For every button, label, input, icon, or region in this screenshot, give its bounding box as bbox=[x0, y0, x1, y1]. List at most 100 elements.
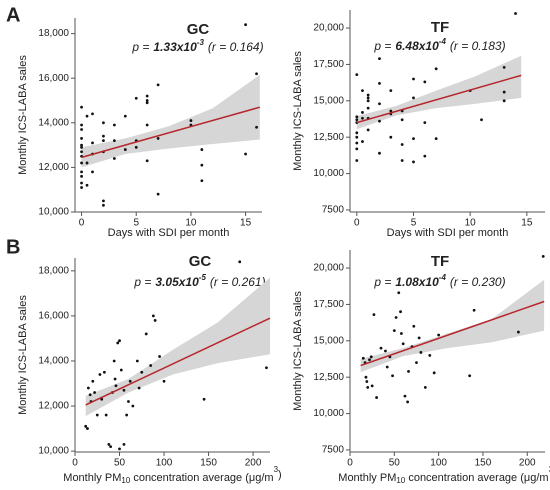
data-point bbox=[437, 333, 441, 337]
confidence-band bbox=[81, 74, 260, 168]
y-tick-label: 10,000 bbox=[38, 446, 69, 457]
r-text: (r = 0.183) bbox=[450, 39, 506, 53]
data-point bbox=[156, 192, 160, 196]
data-point bbox=[98, 373, 102, 376]
data-point bbox=[400, 143, 404, 146]
y-tick-label: 15,000 bbox=[313, 95, 344, 106]
p-label: p = bbox=[133, 275, 151, 289]
x-tick-label: 5 bbox=[133, 218, 139, 229]
data-point bbox=[423, 154, 427, 158]
data-point bbox=[156, 83, 160, 87]
data-point bbox=[385, 365, 389, 369]
data-point bbox=[137, 386, 141, 390]
data-point bbox=[102, 199, 105, 203]
data-point bbox=[85, 114, 89, 118]
y-tick-label: 12,500 bbox=[313, 372, 344, 383]
y-tick-label: 10,000 bbox=[313, 408, 344, 419]
x-label-part: Monthly PM bbox=[338, 472, 396, 484]
data-point bbox=[128, 379, 132, 383]
y-axis-label: Monthly ICS-LABA sales bbox=[292, 51, 304, 171]
data-point bbox=[389, 109, 393, 113]
data-point bbox=[379, 346, 383, 350]
x-tick-label: 200 bbox=[245, 458, 262, 469]
data-point bbox=[412, 160, 415, 164]
annotation: p = 1.33x10-3 (r = 0.164) bbox=[131, 38, 263, 54]
data-point bbox=[109, 445, 113, 448]
data-point bbox=[355, 135, 359, 139]
data-point bbox=[403, 394, 407, 398]
r-text: (r = 0.164) bbox=[208, 40, 264, 54]
data-point bbox=[419, 351, 423, 354]
data-point bbox=[468, 374, 472, 378]
data-point bbox=[366, 99, 370, 103]
data-point bbox=[255, 72, 258, 76]
y-tick-label: 7500 bbox=[322, 205, 345, 216]
x-tick-label: 0 bbox=[79, 218, 85, 229]
x-axis-label: Monthly PM10 concentration average (μg/m… bbox=[63, 465, 281, 485]
data-point bbox=[86, 386, 90, 390]
data-point bbox=[102, 139, 105, 143]
data-point bbox=[255, 125, 258, 129]
fit-line bbox=[360, 300, 545, 367]
data-point bbox=[423, 121, 427, 125]
data-point bbox=[119, 368, 123, 372]
data-point bbox=[401, 342, 405, 346]
p-mantissa: 1.08x10 bbox=[395, 275, 439, 289]
x-tick-label: 100 bbox=[430, 458, 447, 469]
data-point bbox=[80, 186, 83, 189]
x-tick-label: 0 bbox=[354, 218, 360, 229]
data-point bbox=[378, 119, 381, 123]
data-point bbox=[400, 118, 404, 122]
y-tick-label: 12,500 bbox=[313, 132, 344, 143]
data-point bbox=[400, 159, 404, 162]
y-tick-label: 12,000 bbox=[38, 162, 69, 173]
data-point bbox=[415, 361, 418, 365]
data-point bbox=[472, 308, 476, 312]
p-mantissa: 6.48x10 bbox=[395, 39, 439, 53]
data-point bbox=[123, 114, 127, 118]
y-tick-label: 20,000 bbox=[313, 263, 344, 274]
data-point bbox=[107, 442, 111, 446]
data-point bbox=[517, 330, 520, 334]
data-point bbox=[502, 90, 506, 94]
p-exponent: -3 bbox=[197, 38, 205, 47]
data-point bbox=[417, 336, 421, 340]
x-tick-label: 150 bbox=[200, 458, 217, 469]
data-point bbox=[406, 400, 410, 404]
p-mantissa: 3.05x10 bbox=[155, 275, 199, 289]
data-point bbox=[366, 93, 370, 97]
data-point bbox=[122, 388, 126, 392]
y-tick-label: 15,000 bbox=[313, 335, 344, 346]
x-tick-label: 200 bbox=[519, 458, 536, 469]
data-point bbox=[432, 371, 436, 375]
data-point bbox=[502, 99, 506, 103]
x-label-part: ) bbox=[278, 469, 282, 481]
data-point bbox=[80, 161, 83, 165]
data-point bbox=[162, 379, 166, 383]
data-point bbox=[112, 139, 116, 143]
x-label-part: Days with SDI per month bbox=[387, 227, 509, 239]
data-point bbox=[80, 174, 83, 178]
confidence-band bbox=[356, 55, 522, 130]
data-point bbox=[378, 102, 381, 106]
data-point bbox=[91, 170, 94, 174]
data-point bbox=[158, 355, 161, 358]
data-point bbox=[391, 374, 394, 378]
data-point bbox=[412, 324, 416, 328]
y-tick-label: 10,000 bbox=[38, 207, 69, 218]
data-point bbox=[135, 359, 139, 363]
data-point bbox=[131, 404, 135, 408]
data-point bbox=[125, 413, 129, 417]
data-point bbox=[200, 148, 204, 151]
x-tick-label: 100 bbox=[156, 458, 173, 469]
data-point bbox=[153, 319, 157, 322]
data-point bbox=[392, 329, 396, 333]
data-point bbox=[112, 359, 116, 363]
y-tick-label: 18,000 bbox=[38, 265, 69, 276]
data-point bbox=[355, 131, 359, 135]
x-tick-label: 50 bbox=[114, 458, 126, 469]
data-point bbox=[112, 157, 116, 160]
data-point bbox=[400, 332, 403, 335]
data-point bbox=[80, 128, 83, 131]
data-point bbox=[355, 115, 359, 119]
